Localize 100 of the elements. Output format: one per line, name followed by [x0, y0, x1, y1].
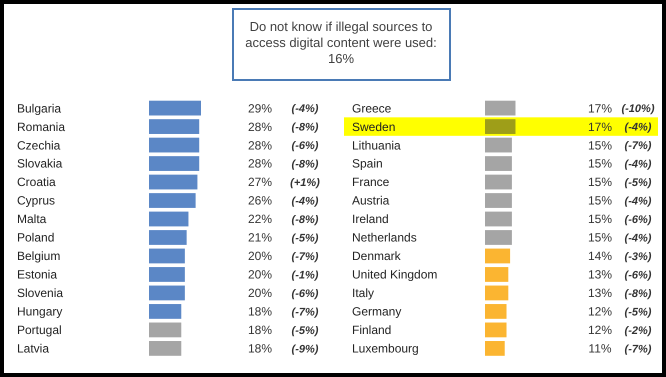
data-label: 27%	[248, 175, 272, 190]
text: (-7%)	[292, 250, 319, 263]
bar	[149, 304, 182, 319]
y-tick-label: France	[352, 175, 390, 190]
data-label: 28%	[248, 138, 272, 152]
y-tick-label: Denmark	[352, 249, 402, 264]
y-tick-label: Belgium	[17, 249, 60, 264]
data-label: 11%	[588, 342, 612, 356]
y-tick-label: United Kingdom	[352, 268, 438, 282]
data-label: 15%	[588, 175, 612, 190]
text: (-9%)	[292, 343, 319, 356]
bar	[149, 119, 200, 134]
text: (-1%)	[292, 269, 319, 282]
y-tick-label: Finland	[352, 323, 392, 338]
bar	[149, 341, 182, 356]
text: (-5%)	[292, 324, 319, 337]
y-tick-label: Croatia	[17, 175, 56, 190]
bar	[149, 230, 187, 245]
y-tick-label: Slovakia	[17, 156, 63, 171]
bar	[149, 286, 185, 300]
y-tick-label: Sweden	[352, 120, 396, 134]
data-label: 13%	[588, 286, 612, 300]
text: (-8%)	[292, 121, 319, 134]
y-tick-label: Austria	[352, 194, 390, 208]
text: (-10%)	[621, 102, 655, 115]
text: (-4%)	[624, 158, 652, 170]
data-label: 17%	[588, 101, 612, 116]
text: (-4%)	[624, 121, 652, 134]
y-tick-label: Spain	[352, 156, 383, 171]
bar	[485, 100, 516, 116]
y-tick-label: Czechia	[17, 138, 61, 152]
bar	[485, 341, 505, 356]
bar	[149, 138, 200, 152]
bar	[149, 248, 185, 264]
text: Do not know if illegal sources to access digital content were used: 16%	[245, 19, 437, 66]
y-tick-label: Malta	[17, 212, 47, 226]
data-label: 15%	[588, 156, 612, 171]
data-label: 29%	[248, 101, 272, 116]
text: (-8%)	[292, 158, 319, 170]
y-tick-label: Poland	[17, 230, 54, 245]
data-label: 18%	[248, 323, 272, 338]
text: (-5%)	[624, 176, 652, 189]
text: (-7%)	[624, 343, 652, 356]
bar	[149, 212, 188, 226]
text: (-8%)	[624, 288, 652, 300]
text: (-3%)	[624, 250, 652, 263]
text: (+1%)	[290, 176, 320, 189]
text: (-5%)	[624, 306, 652, 318]
data-label: 13%	[588, 268, 612, 282]
text: (-8%)	[292, 214, 319, 226]
data-label: 22%	[248, 212, 272, 226]
y-tick-label: Estonia	[17, 268, 58, 282]
data-label: 20%	[248, 268, 272, 282]
bar	[485, 138, 512, 152]
text: (-4%)	[292, 102, 319, 115]
text: (-6%)	[292, 140, 319, 152]
data-label: 28%	[248, 156, 272, 171]
data-label: 12%	[588, 304, 612, 319]
data-label: 26%	[248, 194, 272, 208]
text: (-7%)	[292, 306, 319, 318]
y-tick-label: Romania	[17, 120, 66, 134]
y-tick-label: Ireland	[352, 212, 389, 226]
y-tick-label: Germany	[352, 304, 402, 319]
data-label: 14%	[588, 249, 612, 264]
y-tick-label: Netherlands	[352, 230, 417, 245]
y-tick-label: Cyprus	[17, 194, 56, 208]
text: (-2%)	[624, 324, 652, 337]
bar	[485, 267, 508, 282]
y-tick-label: Luxembourg	[352, 342, 419, 356]
bar	[485, 156, 512, 171]
text: (-4%)	[624, 195, 652, 208]
data-label: 17%	[588, 120, 612, 134]
bar	[149, 322, 182, 338]
bar	[149, 193, 196, 208]
bar	[485, 248, 510, 264]
bar	[485, 286, 508, 300]
y-tick-label: Greece	[352, 101, 392, 116]
bar	[485, 119, 516, 134]
data-label: 18%	[248, 342, 272, 356]
text: (-6%)	[624, 214, 652, 226]
bar	[149, 267, 185, 282]
y-tick-label: Portugal	[17, 323, 62, 338]
data-label: 15%	[588, 194, 612, 208]
text: (-5%)	[292, 232, 319, 244]
bar	[149, 174, 198, 190]
y-tick-label: Latvia	[17, 342, 50, 356]
text: (-4%)	[292, 195, 319, 208]
data-label: 28%	[248, 120, 272, 134]
data-label: 18%	[248, 304, 272, 319]
y-tick-label: Lithuania	[352, 138, 402, 152]
text: (-7%)	[624, 140, 652, 152]
text: (-6%)	[624, 269, 652, 282]
y-tick-label: Hungary	[17, 304, 62, 319]
data-label: 20%	[248, 286, 272, 300]
y-tick-label: Slovenia	[17, 286, 64, 300]
data-label: 15%	[588, 230, 612, 245]
y-tick-label: Bulgaria	[17, 101, 62, 116]
bar	[485, 174, 512, 190]
bar	[485, 304, 507, 319]
bar	[485, 230, 512, 245]
